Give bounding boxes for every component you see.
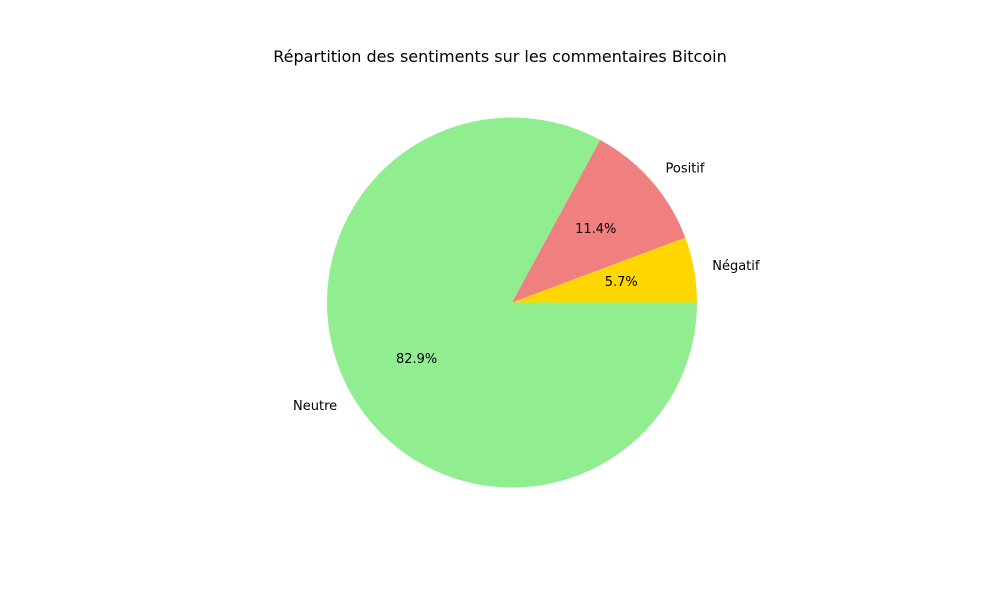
pie-slice-neutre: [327, 117, 697, 488]
slice-label-neutre: Neutre: [293, 399, 337, 414]
slice-label-positif: Positif: [665, 161, 704, 176]
chart-title: Répartition des sentiments sur les comme…: [273, 47, 727, 66]
pct-label-neutre: 82.9%: [396, 352, 437, 367]
pie-slice-positif: [512, 139, 686, 303]
pie-slice-négatif: [512, 237, 697, 303]
slice-label-négatif: Négatif: [712, 259, 760, 274]
pct-label-négatif: 5.7%: [605, 275, 638, 290]
pct-label-positif: 11.4%: [575, 222, 616, 237]
